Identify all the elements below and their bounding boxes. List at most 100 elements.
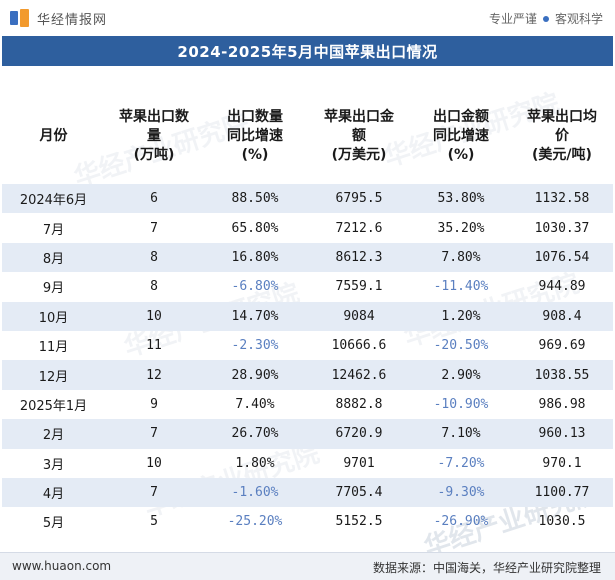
value-cell: 7: [150, 220, 158, 236]
month-cell: 4月: [2, 477, 105, 508]
value-cell: 7: [105, 477, 203, 508]
export-value-header: 苹果出口金额 (万美元): [307, 88, 411, 184]
table-row: 2月 7 26.70% 6720.9 7.10% 960.13: [2, 419, 613, 449]
value-cell: 53.80%: [411, 184, 511, 214]
value-cell: 12462.6: [307, 360, 411, 390]
avg-price-header: 苹果出口均价 (美元/吨): [511, 88, 613, 184]
month-cell: 3月: [42, 457, 65, 473]
value-cell: -2.30%: [231, 338, 279, 354]
header-line: 出口数量: [227, 108, 283, 125]
table-row: 9月 8 -6.80% 7559.1 -11.40% 944.89: [2, 272, 613, 301]
value-cell: -9.30%: [411, 477, 511, 508]
dot-separator-icon: [542, 15, 549, 22]
value-cell: 14.70%: [203, 301, 307, 331]
value-cell: 16.80%: [203, 242, 307, 273]
table-row: 7月 7 65.80% 7212.6 35.20% 1030.37: [2, 213, 613, 242]
header-line: 同比增速: [433, 127, 489, 144]
value-cell: -1.60%: [203, 477, 307, 508]
month-cell: 11月: [38, 340, 69, 356]
brand-name: 华经情报网: [37, 12, 108, 28]
tagline-right: 客观科学: [554, 12, 603, 26]
brand[interactable]: 华经情报网: [10, 8, 107, 28]
value-cell: 8612.3: [307, 242, 411, 273]
value-cell: 1038.55: [511, 360, 613, 390]
tagline: 专业严谨 客观科学: [489, 10, 603, 27]
value-cell: 7: [105, 419, 203, 449]
header-line: (%): [447, 146, 475, 163]
table-row: 3月 10 1.80% 9701 -7.20% 970.1: [2, 449, 613, 478]
header-line: 出口金额: [433, 108, 489, 125]
value-cell: 7705.4: [307, 477, 411, 508]
value-cell: 10666.6: [331, 338, 387, 354]
value-cell: -25.20%: [227, 514, 283, 530]
month-cell: 5月: [42, 516, 65, 532]
footer-source: 数据来源：中国海关，华经产业研究院整理: [372, 561, 601, 575]
value-cell: 12: [105, 360, 203, 390]
value-cell: 10: [146, 455, 162, 471]
value-cell: 6: [105, 184, 203, 214]
value-cell: 8: [150, 279, 158, 295]
table-row: 12月 12 28.90% 12462.6 2.90% 1038.55: [2, 360, 613, 390]
footer-site-link[interactable]: www.huaon.com: [12, 559, 112, 573]
value-cell: 9084: [307, 301, 411, 331]
value-cell: -26.90%: [433, 514, 489, 530]
table-row: 5月 5 -25.20% 5152.5 -26.90% 1030.5: [2, 507, 613, 536]
export-volume-header: 苹果出口数量 (万吨): [105, 88, 203, 184]
value-cell: 1.80%: [235, 455, 275, 471]
month-cell: 10月: [2, 301, 105, 331]
value-cell: 960.13: [511, 419, 613, 449]
value-cell: -20.50%: [433, 338, 489, 354]
header-line: 价: [555, 127, 569, 144]
value-cell: 1132.58: [511, 184, 613, 214]
value-cell: 8882.8: [335, 396, 383, 412]
value-cell: 7.40%: [235, 396, 275, 412]
tagline-left: 专业严谨: [488, 12, 537, 26]
value-cell: 7559.1: [335, 279, 383, 295]
header-line: 苹果出口数: [119, 108, 189, 125]
value-cell: 26.70%: [203, 419, 307, 449]
value-cell: 986.98: [538, 396, 586, 412]
header-line: 苹果出口金: [324, 108, 394, 125]
value-cell: 65.80%: [231, 220, 279, 236]
volume-growth-header: 出口数量 同比增速 (%): [203, 88, 307, 184]
value-cell: 1076.54: [511, 242, 613, 273]
value-cell: 7212.6: [335, 220, 383, 236]
value-cell: 9: [150, 396, 158, 412]
header-line: 额: [352, 127, 366, 144]
header-line: 同比增速: [227, 127, 283, 144]
value-cell: 88.50%: [203, 184, 307, 214]
header-line: 量: [147, 127, 161, 144]
value-cell: -10.90%: [433, 396, 489, 412]
value-cell: 2.90%: [411, 360, 511, 390]
page-title: 2024-2025年5月中国苹果出口情况: [177, 42, 438, 61]
title-bar: 2024-2025年5月中国苹果出口情况: [2, 36, 613, 66]
value-cell: 970.1: [542, 455, 582, 471]
value-cell: -7.20%: [437, 455, 485, 471]
brand-logo-icon: [10, 9, 30, 27]
value-cell: 6720.9: [307, 419, 411, 449]
table-row: 10月 10 14.70% 9084 1.20% 908.4: [2, 301, 613, 331]
value-cell: 1.20%: [411, 301, 511, 331]
value-growth-header: 出口金额同比增速 (%): [411, 88, 511, 184]
value-cell: 6795.5: [307, 184, 411, 214]
header-line: (万美元): [331, 146, 387, 163]
value-cell: 944.89: [538, 279, 586, 295]
month-cell: 2月: [2, 419, 105, 449]
value-cell: 5152.5: [335, 514, 383, 530]
value-cell: 35.20%: [437, 220, 485, 236]
header-line: 月份: [39, 127, 68, 144]
table-row: 2025年1月 9 7.40% 8882.8 -10.90% 986.98: [2, 390, 613, 419]
table-row: 8月 8 16.80% 8612.3 7.80% 1076.54: [2, 242, 613, 273]
month-cell: 2025年1月: [19, 398, 88, 414]
value-cell: -6.80%: [231, 279, 279, 295]
month-cell: 2024年6月: [2, 184, 105, 214]
month-cell: 12月: [2, 360, 105, 390]
value-cell: 969.69: [538, 338, 586, 354]
value-cell: 1030.5: [538, 514, 586, 530]
value-cell: -11.40%: [433, 279, 489, 295]
header-line: (美元/吨): [532, 146, 592, 163]
table-row: 2024年6月 6 88.50% 6795.5 53.80% 1132.58: [2, 184, 613, 214]
value-cell: 1030.37: [534, 220, 590, 236]
month-cell: 7月: [42, 222, 65, 238]
table-body: 2024年6月 6 88.50% 6795.5 53.80% 1132.58 7月 7 65.8…: [2, 184, 613, 537]
